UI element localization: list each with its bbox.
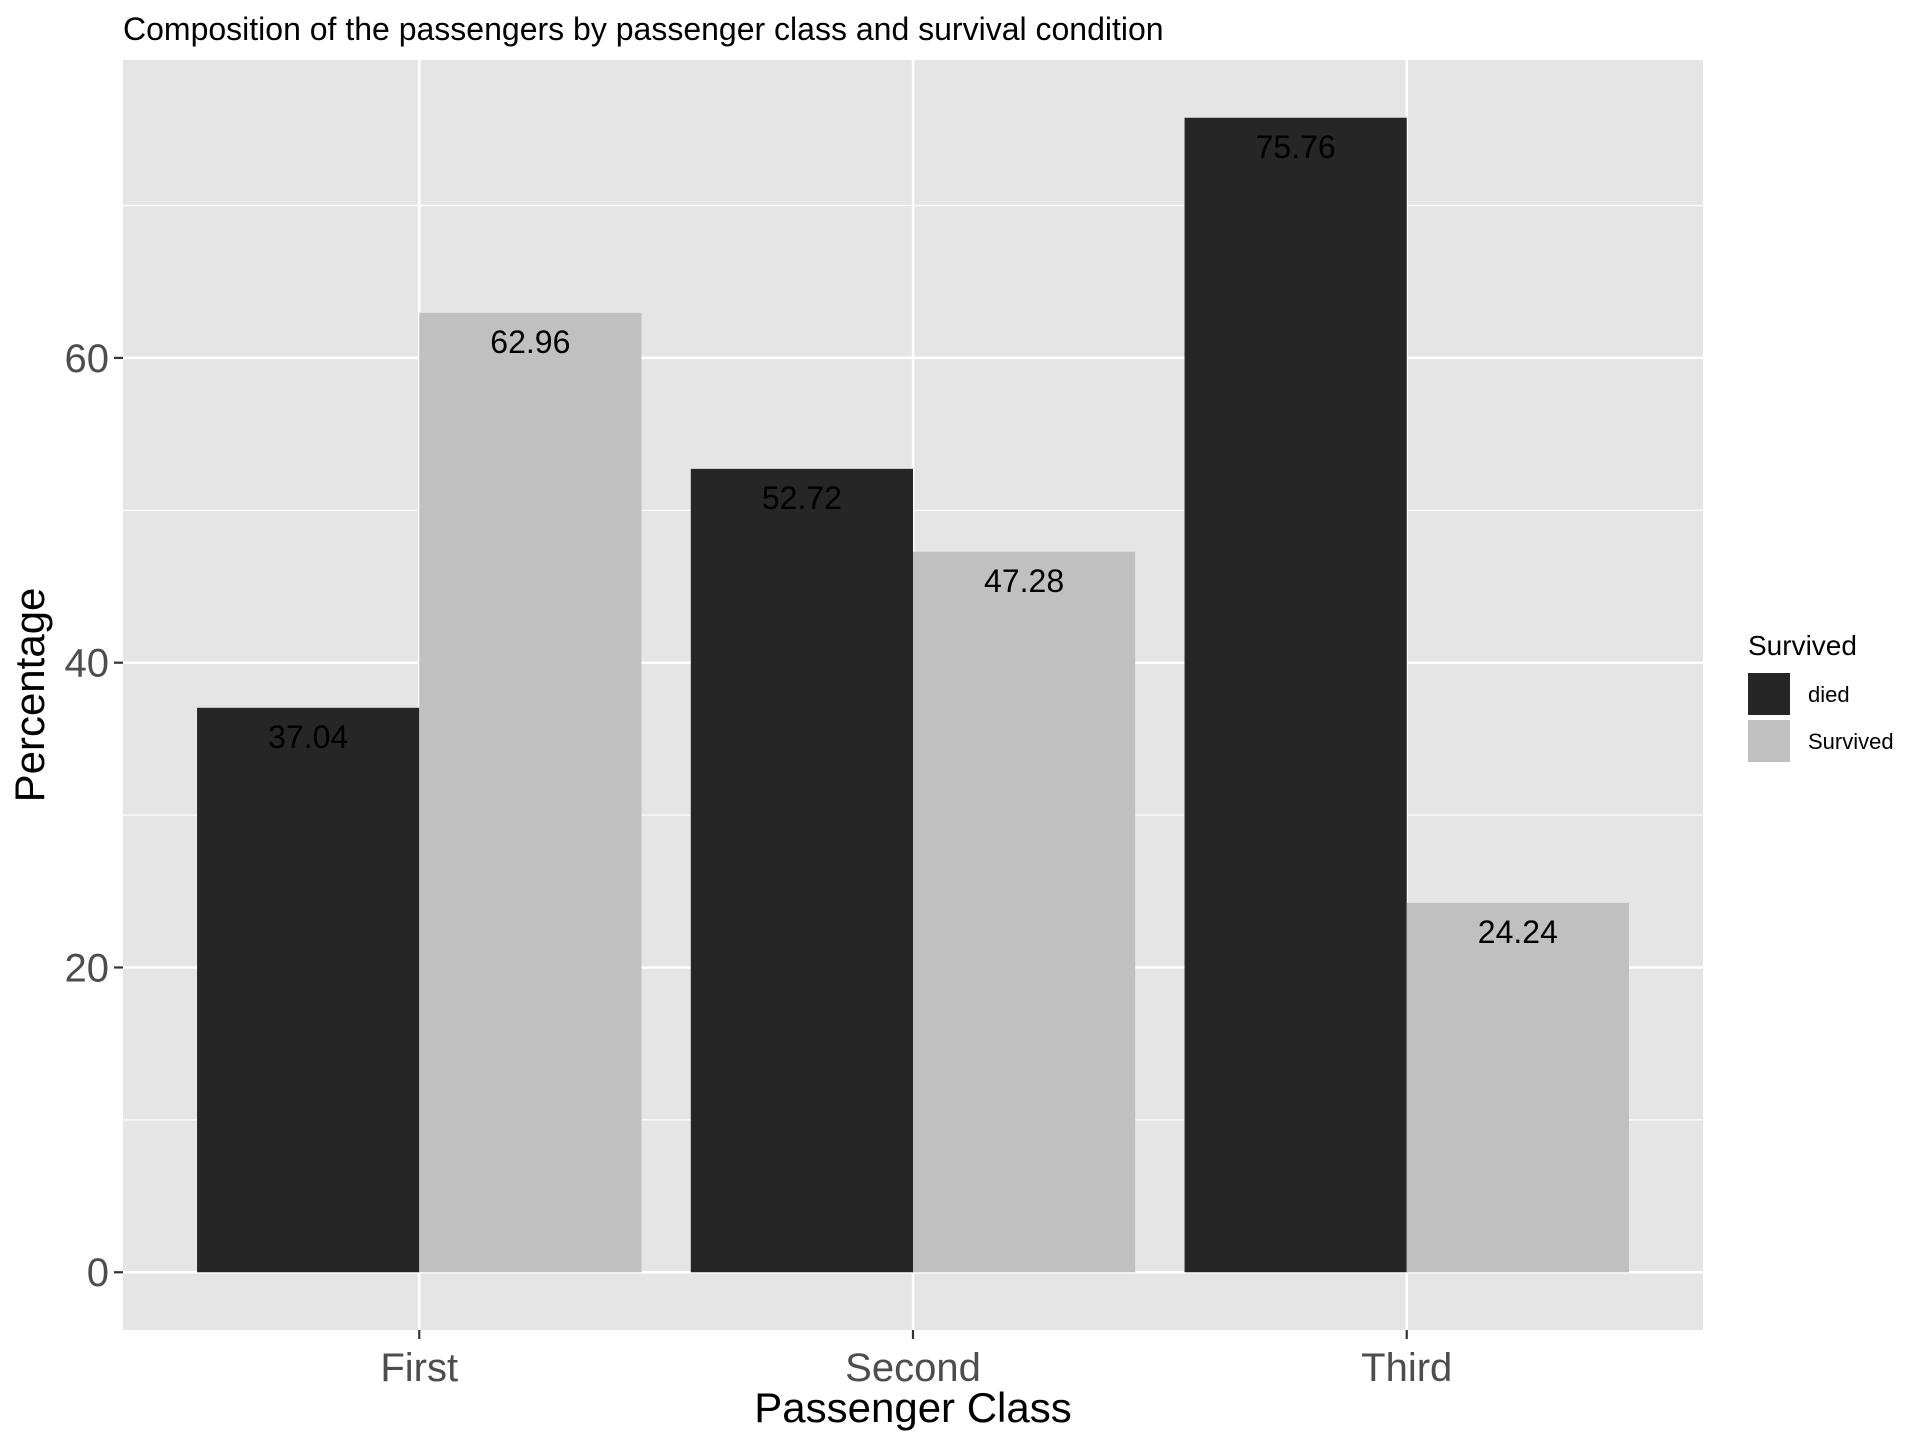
bar-died-third bbox=[1184, 117, 1407, 1273]
data-labels: 37.04 52.72 75.76 62.96 47.28 24.24 bbox=[268, 129, 1558, 950]
y-tick-label: 40 bbox=[65, 642, 110, 686]
x-tick-label: Second bbox=[845, 1346, 981, 1390]
bar-died-first bbox=[197, 707, 420, 1273]
y-tick-label: 0 bbox=[87, 1251, 109, 1295]
bar-survived-third bbox=[1406, 902, 1629, 1273]
x-tick-label: Third bbox=[1361, 1346, 1452, 1390]
y-tick-label: 60 bbox=[65, 337, 110, 381]
x-axis: First Second Third bbox=[380, 1330, 1452, 1390]
data-label: 24.24 bbox=[1478, 914, 1558, 950]
x-axis-title: Passenger Class bbox=[754, 1384, 1071, 1431]
chart-title: Composition of the passengers by passeng… bbox=[123, 11, 1164, 47]
y-axis-title: Percentage bbox=[6, 588, 53, 803]
data-label: 47.28 bbox=[984, 563, 1064, 599]
data-label: 52.72 bbox=[762, 480, 842, 516]
bars bbox=[197, 117, 1629, 1273]
data-label: 37.04 bbox=[268, 719, 348, 755]
x-tick-label: First bbox=[380, 1346, 458, 1390]
legend-key-died bbox=[1748, 673, 1790, 715]
legend-title: Survived bbox=[1748, 630, 1857, 661]
bar-survived-second bbox=[913, 551, 1136, 1273]
bar-survived-first bbox=[419, 312, 642, 1273]
data-label: 75.76 bbox=[1256, 129, 1336, 165]
y-axis: 0 20 40 60 bbox=[65, 337, 123, 1295]
y-tick-label: 20 bbox=[65, 946, 110, 990]
legend-key-survived bbox=[1748, 720, 1790, 762]
data-label: 62.96 bbox=[490, 324, 570, 360]
legend-label: Survived bbox=[1808, 729, 1894, 754]
legend: Survived died Survived bbox=[1748, 630, 1894, 762]
legend-items: died Survived bbox=[1748, 673, 1894, 762]
legend-label: died bbox=[1808, 682, 1850, 707]
bar-died-second bbox=[690, 468, 913, 1273]
